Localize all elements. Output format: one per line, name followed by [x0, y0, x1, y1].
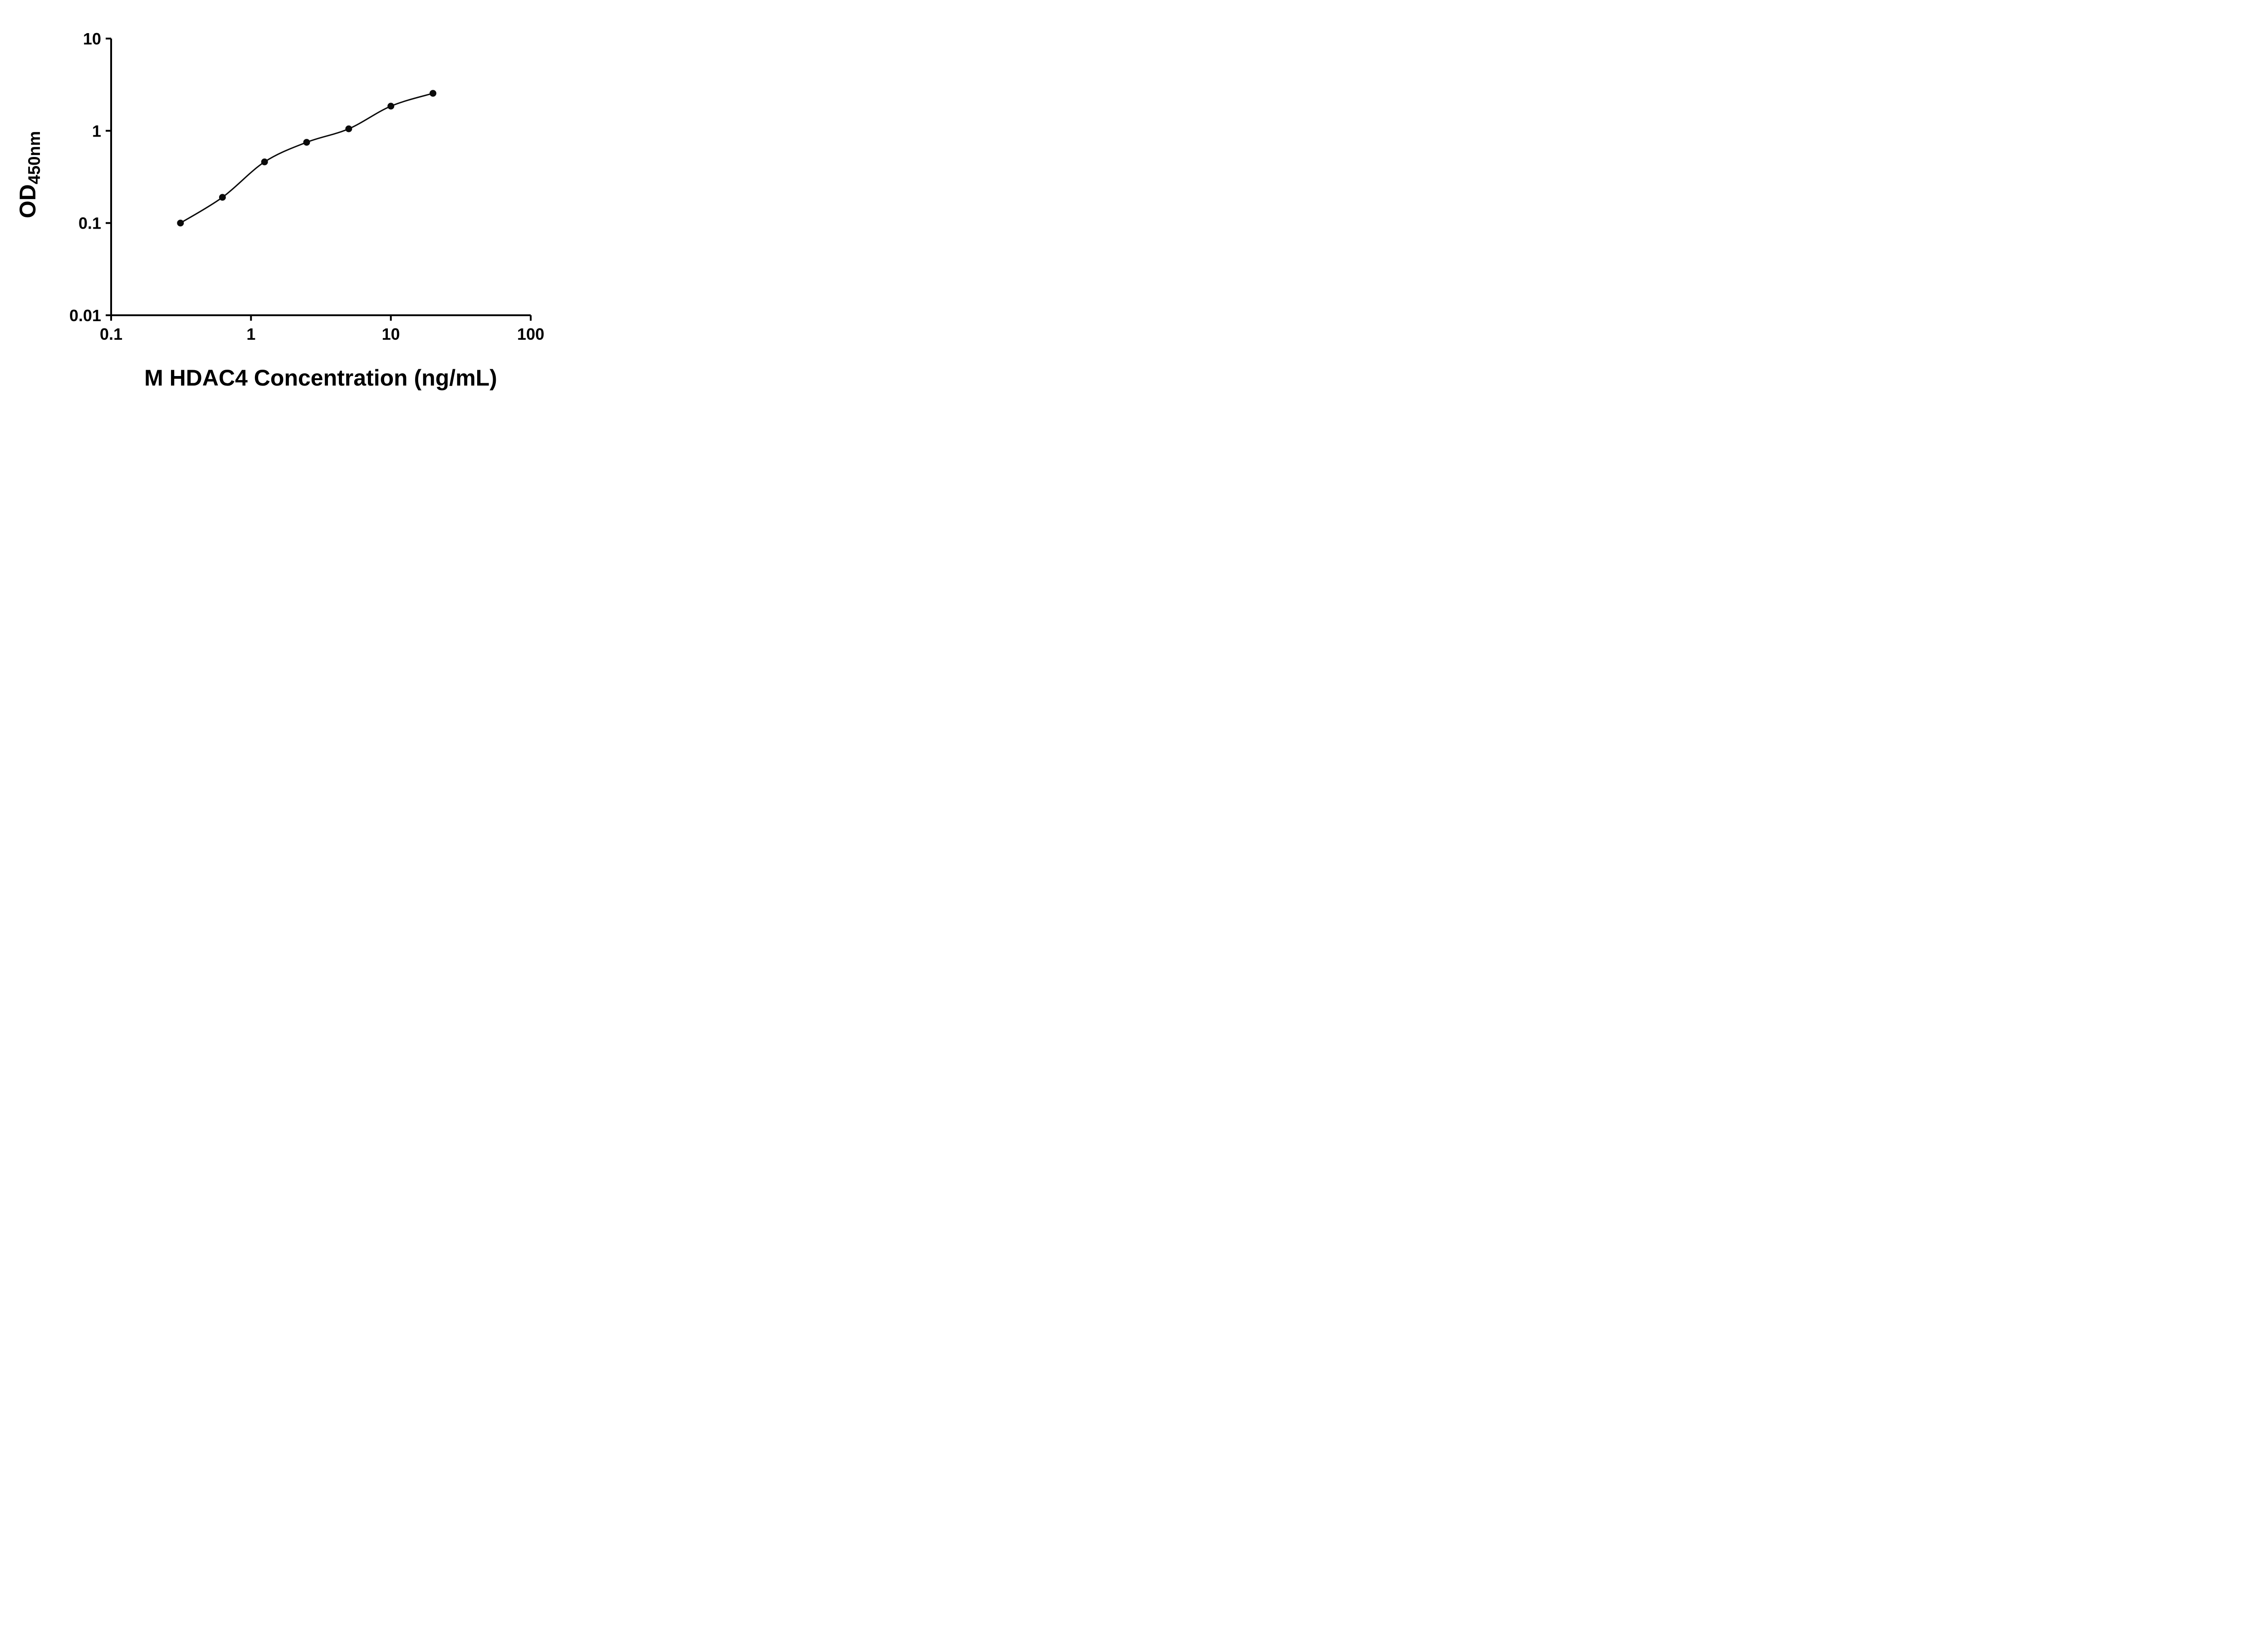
y-axis-title: OD450nm [15, 131, 44, 218]
y-tick-label: 0.01 [69, 306, 101, 325]
x-tick-label: 1 [246, 325, 255, 343]
fit-curve [180, 93, 434, 224]
data-point [261, 158, 268, 166]
x-tick-label: 0.1 [100, 325, 122, 343]
x-tick-label: 100 [517, 325, 544, 343]
y-tick-label: 10 [83, 29, 101, 48]
data-point [430, 90, 436, 97]
y-axis-title-main: OD [15, 184, 40, 218]
y-tick-label: 1 [92, 122, 101, 140]
data-point [387, 103, 395, 110]
data-point [345, 125, 352, 132]
data-point [177, 220, 184, 227]
axis-line [110, 39, 531, 316]
page-background: 0.1 1 10 100 0.01 0.1 1 10 M HDAC4 Concentratio… [0, 0, 583, 408]
y-axis-title-subscript: 450nm [25, 131, 44, 184]
data-point [219, 194, 226, 201]
elisa-standard-curve-figure: 0.1 1 10 100 0.01 0.1 1 10 M HDAC4 Concentratio… [0, 0, 583, 408]
x-tick-label: 10 [382, 325, 400, 343]
y-tick-label: 0.1 [78, 214, 101, 233]
x-axis-title: M HDAC4 Concentration (ng/mL) [144, 365, 497, 391]
data-point [303, 139, 310, 146]
